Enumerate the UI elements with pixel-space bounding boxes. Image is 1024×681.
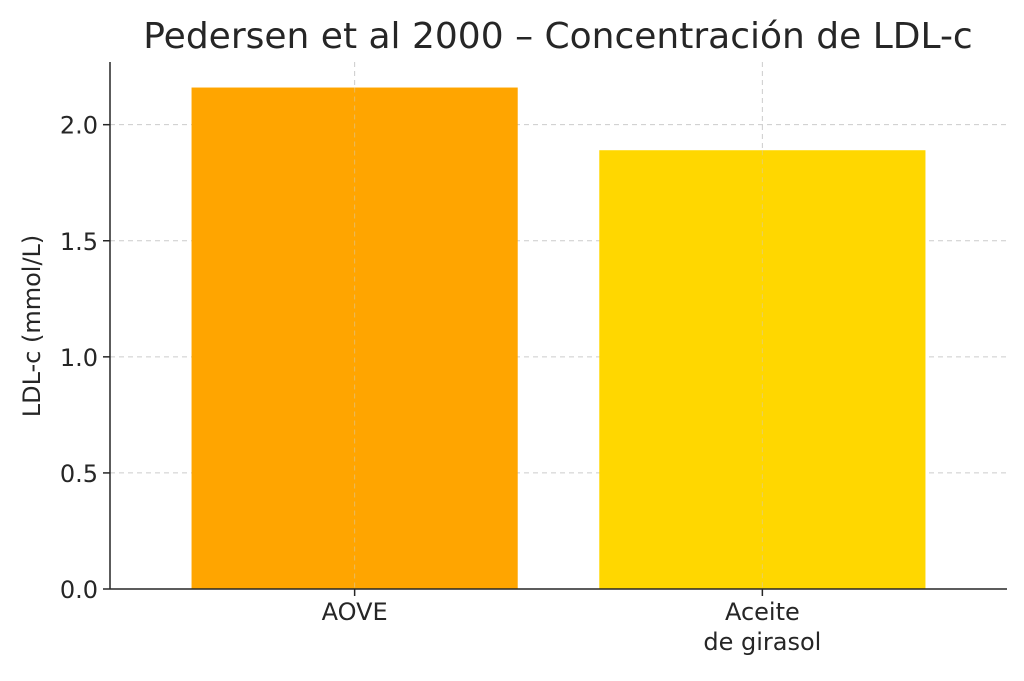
y-tick-label: 0.5 xyxy=(60,460,98,488)
bars xyxy=(191,87,926,589)
x-ticks: AOVE Aceite de girasol xyxy=(322,589,821,656)
y-tick-label: 2.0 xyxy=(60,112,98,140)
x-tick-label: AOVE xyxy=(322,598,388,626)
y-axis-label: LDL-c (mmol/L) xyxy=(18,235,46,418)
chart-title: Pedersen et al 2000 – Concentración de L… xyxy=(143,16,972,57)
axes xyxy=(109,62,1007,590)
y-ticks: 0.0 0.5 1.0 1.5 2.0 xyxy=(60,112,110,604)
y-tick-label: 1.0 xyxy=(60,344,98,372)
x-tick-label: Aceite de girasol xyxy=(703,598,821,656)
y-tick-label: 1.5 xyxy=(60,228,98,256)
y-tick-label: 0.0 xyxy=(60,576,98,604)
